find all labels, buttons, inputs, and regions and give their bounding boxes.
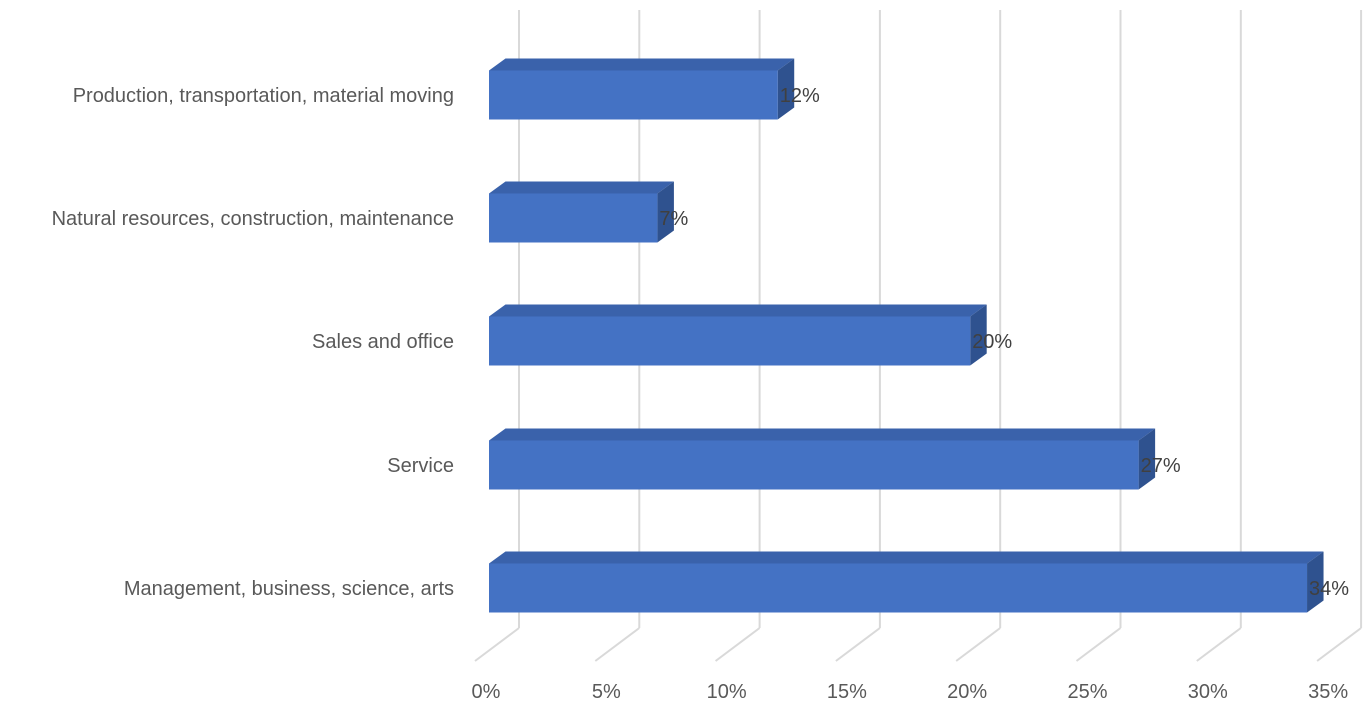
bar <box>489 428 1156 490</box>
category-label: Natural resources, construction, mainten… <box>52 208 454 230</box>
bar-top <box>489 181 674 194</box>
bar <box>489 304 987 366</box>
bar-side <box>777 58 795 120</box>
x-tick-label: 30% <box>1188 681 1228 702</box>
bar-top <box>489 304 987 317</box>
data-label: 34% <box>1309 578 1349 600</box>
gridline-floor <box>835 627 881 662</box>
data-label: 12% <box>780 85 820 107</box>
category-label: Production, transportation, material mov… <box>73 85 454 107</box>
gridline-floor <box>594 627 640 662</box>
category-label: Sales and office <box>312 331 454 353</box>
category-labels: Management, business, science, arts Servi… <box>52 85 454 600</box>
x-tick-label: 35% <box>1308 681 1348 702</box>
x-tick-label: 0% <box>472 681 501 702</box>
x-axis-ticks: 0% 5% 10% 15% 20% 25% 30% 35% <box>472 681 1349 702</box>
bar-top <box>489 551 1324 564</box>
bar-front <box>489 440 1139 490</box>
bar-side <box>1138 428 1156 490</box>
gridline-floor <box>1075 627 1122 662</box>
data-labels: 34% 27% 20% 7% 12% <box>659 85 1349 600</box>
bar <box>489 58 795 120</box>
data-label: 27% <box>1141 455 1181 477</box>
bars <box>489 58 1324 613</box>
bar <box>489 551 1324 613</box>
category-label: Management, business, science, arts <box>124 578 454 600</box>
x-tick-label: 5% <box>592 681 621 702</box>
bar-front <box>489 193 658 243</box>
bar-front <box>489 70 778 120</box>
bar-side <box>970 304 987 366</box>
bar <box>489 181 674 243</box>
x-tick-label: 25% <box>1067 681 1107 702</box>
bar-side <box>657 181 674 243</box>
bar-top <box>489 58 795 71</box>
x-tick-label: 20% <box>947 681 987 702</box>
bar-front <box>489 316 971 366</box>
x-tick-label: 10% <box>707 681 747 702</box>
data-label: 7% <box>659 208 688 230</box>
gridline-floor <box>1316 627 1362 662</box>
bar-side <box>1307 551 1324 613</box>
gridline-floor <box>955 627 1001 662</box>
x-tick-label: 15% <box>827 681 867 702</box>
bar-front <box>489 563 1308 613</box>
bar-top <box>489 428 1156 441</box>
data-label: 20% <box>972 331 1012 353</box>
gridline-floor <box>474 627 520 662</box>
gridline-floor <box>714 627 761 662</box>
gridline-floor <box>1196 627 1242 662</box>
category-label: Service <box>387 455 454 477</box>
